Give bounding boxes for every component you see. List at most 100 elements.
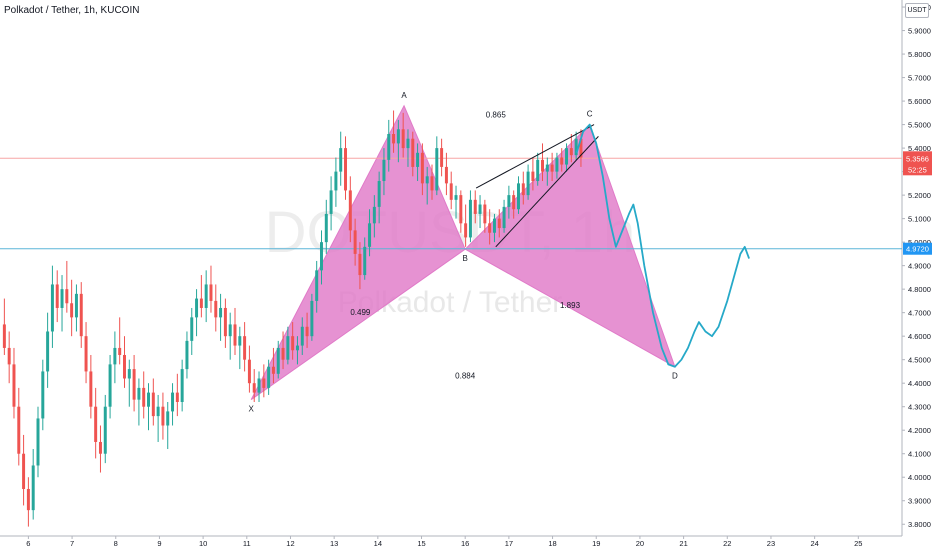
- x-tick-label: 22: [723, 539, 731, 548]
- y-tick-label: 5.8000: [908, 50, 931, 59]
- y-tick-label: 5.9000: [908, 27, 931, 36]
- candle-up: [454, 195, 458, 200]
- candle-up: [565, 148, 569, 165]
- candle-down: [233, 324, 237, 346]
- candle-down: [459, 195, 463, 224]
- y-tick-label: 4.9000: [908, 262, 931, 271]
- pattern-xab-triangle: [250, 104, 466, 401]
- candle-up: [536, 159, 540, 182]
- candle-down: [569, 148, 573, 156]
- candle-up: [319, 242, 323, 271]
- x-tick-label: 20: [636, 539, 644, 548]
- x-tick-label: 14: [374, 539, 382, 548]
- x-tick-label: 7: [70, 539, 74, 548]
- x-tick-label: 10: [199, 539, 207, 548]
- y-tick-label: 5.0000: [908, 238, 931, 247]
- candle-down: [483, 204, 487, 224]
- x-tick-label: 18: [548, 539, 556, 548]
- y-tick-label: 4.6000: [908, 332, 931, 341]
- candle-down: [7, 347, 11, 365]
- candle-down: [22, 453, 26, 489]
- candle-down: [430, 176, 434, 191]
- candle-down: [512, 195, 516, 210]
- candle-down: [94, 406, 98, 442]
- candle-down: [175, 392, 179, 402]
- candle-up: [257, 378, 261, 393]
- candle-down: [79, 293, 83, 337]
- candle-down: [358, 253, 362, 276]
- candle-up: [416, 152, 420, 167]
- candle-up: [324, 213, 328, 243]
- candle-up: [195, 298, 199, 318]
- candle-up: [334, 171, 338, 191]
- candle-down: [17, 406, 21, 454]
- candle-down: [541, 159, 544, 172]
- candle-down: [214, 300, 218, 318]
- candle-up: [74, 293, 78, 318]
- candle-down: [411, 138, 415, 167]
- candle-down: [122, 354, 126, 379]
- x-tick-label: 21: [679, 539, 687, 548]
- trend-line: [475, 124, 595, 189]
- candle-up: [41, 371, 45, 419]
- candle-up: [382, 159, 386, 182]
- candle-down: [118, 347, 122, 355]
- candle-down: [392, 134, 396, 144]
- candle-down: [55, 284, 59, 308]
- x-tick-label: 11: [243, 539, 251, 548]
- candle-down: [26, 488, 30, 511]
- candle-up: [238, 336, 242, 346]
- candle-up: [108, 364, 112, 407]
- candle-down: [281, 347, 285, 360]
- candle-down: [444, 166, 448, 184]
- candle-up: [377, 181, 381, 207]
- y-tick-label: 3.9000: [908, 497, 931, 506]
- y-tick-label: 4.1000: [908, 450, 931, 459]
- candle-down: [420, 152, 424, 184]
- candle-up: [219, 307, 223, 318]
- y-tick-label: 5.6000: [908, 97, 931, 106]
- candle-down: [521, 183, 525, 196]
- candle-up: [387, 134, 391, 160]
- candle-down: [305, 326, 309, 337]
- y-tick-label: 5.5000: [908, 121, 931, 130]
- candle-down: [89, 371, 93, 407]
- last-price-value: 5.3566: [906, 154, 929, 163]
- candle-down: [344, 148, 348, 191]
- candle-down: [84, 336, 88, 372]
- currency-unit-badge[interactable]: USDT: [905, 3, 929, 18]
- y-tick-label: 3.8000: [908, 520, 931, 529]
- y-tick-label: 4.2000: [908, 426, 931, 435]
- candle-up: [315, 270, 319, 301]
- candle-up: [276, 347, 280, 374]
- candle-up: [363, 246, 367, 276]
- fib-ratio-label: 0.499: [350, 308, 371, 317]
- x-tick-label: 9: [157, 539, 161, 548]
- candle-up: [295, 345, 299, 351]
- projection-path: [575, 123, 750, 368]
- y-tick-label: 5.1000: [908, 215, 931, 224]
- candle-up: [300, 326, 304, 346]
- candle-up: [492, 218, 496, 233]
- candle-down: [560, 157, 564, 165]
- candle-down: [348, 190, 352, 231]
- candle-down: [353, 230, 357, 254]
- candle-up: [502, 206, 506, 229]
- x-tick-label: 15: [417, 539, 425, 548]
- pattern-point-label: X: [248, 405, 254, 414]
- candle-down: [151, 392, 155, 417]
- candle-up: [396, 129, 400, 144]
- candle-up: [190, 317, 194, 341]
- candle-up: [468, 199, 472, 238]
- candle-down: [262, 378, 266, 388]
- y-tick-label: 4.5000: [908, 356, 931, 365]
- y-tick-label: 5.2000: [908, 191, 931, 200]
- candle-down: [65, 289, 69, 304]
- candle-down: [531, 171, 535, 182]
- candle-down: [132, 369, 136, 400]
- fib-ratio-label: 1.893: [560, 301, 581, 310]
- candle-down: [247, 359, 251, 384]
- pattern-point-label: C: [587, 110, 593, 119]
